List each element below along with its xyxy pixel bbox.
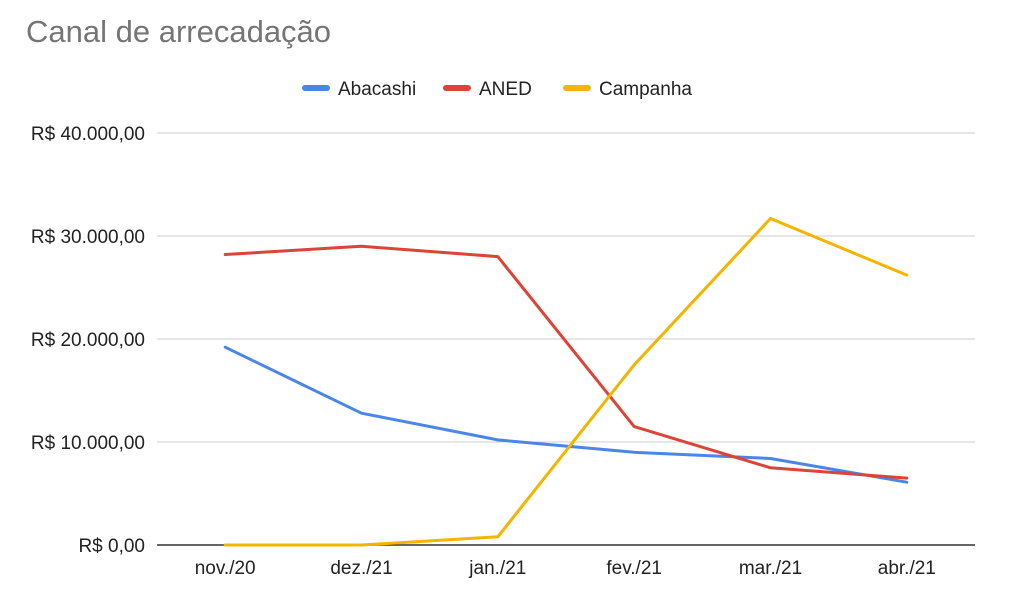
- series-line-aned: [223, 244, 909, 480]
- x-tick-label: fev./21: [606, 558, 662, 579]
- x-tick-label: abr./21: [878, 558, 936, 579]
- legend-label-campanha: Campanha: [599, 79, 692, 100]
- x-tick-label: mar./21: [739, 558, 802, 579]
- y-tick-label: R$ 0,00: [78, 536, 145, 557]
- series-line-abacashi: [223, 345, 909, 484]
- series-line-campanha: [223, 217, 909, 547]
- x-tick-label: nov./20: [195, 558, 256, 579]
- chart-title: Canal de arrecadação: [26, 14, 332, 49]
- y-tick-label: R$ 20.000,00: [31, 330, 145, 351]
- y-tick-label: R$ 30.000,00: [31, 227, 145, 248]
- x-tick-label: jan./21: [468, 558, 526, 579]
- x-tick-label: dez./21: [330, 558, 392, 579]
- y-tick-label: R$ 40.000,00: [31, 124, 145, 145]
- legend-label-abacashi: Abacashi: [338, 79, 416, 100]
- legend-label-aned: ANED: [479, 79, 532, 100]
- y-tick-label: R$ 10.000,00: [31, 433, 145, 454]
